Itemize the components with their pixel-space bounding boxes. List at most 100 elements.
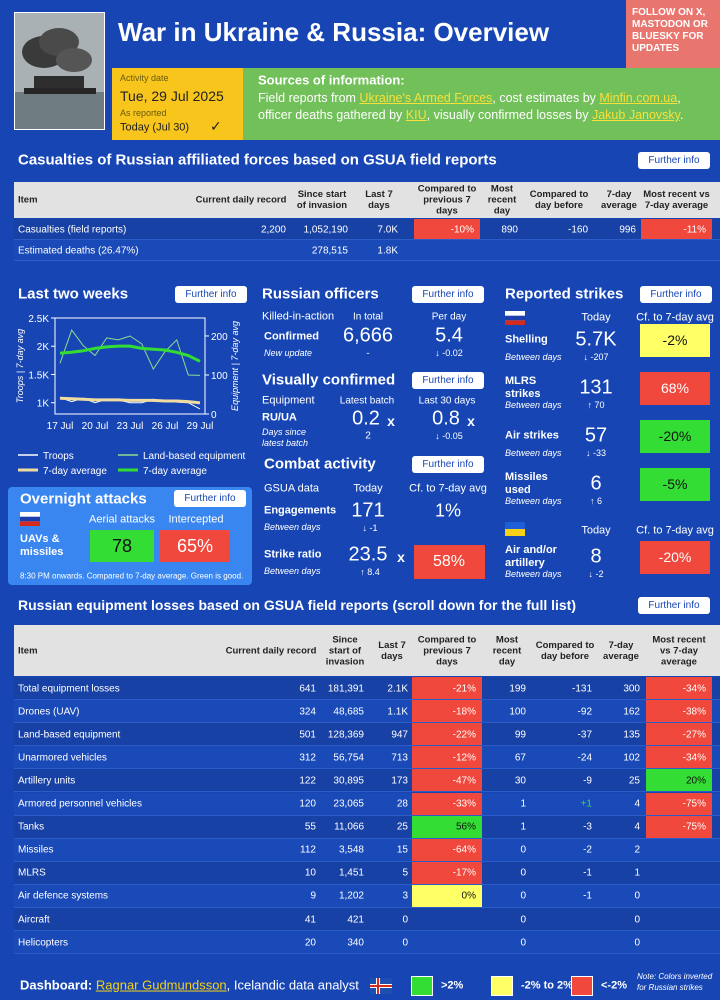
value: 23.5 [348, 543, 388, 566]
follow-banner[interactable]: FOLLOW ON X, MASTODON OR BLUESKY FOR UPD… [626, 0, 720, 72]
y-tick-label: 2K [37, 342, 50, 353]
further-info-button[interactable]: Further info [640, 286, 712, 303]
highlight-cell [646, 723, 712, 746]
cell: 173 [391, 775, 408, 787]
column-header: Compared to previous 7 days [417, 634, 477, 667]
cell: 641 [299, 683, 316, 695]
section-title: Reported strikes [505, 285, 624, 303]
column-header: Compared to previous 7 days [417, 183, 477, 217]
highlight-cell [640, 372, 710, 405]
cell: -92 [577, 706, 592, 718]
cell: 56,754 [333, 752, 364, 764]
cell: 48,685 [333, 706, 364, 718]
value: 2 [365, 430, 371, 442]
legend-swatch [491, 976, 513, 996]
series-line [59, 344, 201, 363]
russian-flag [20, 512, 40, 526]
cell: -9 [583, 775, 592, 787]
cell: 30,895 [333, 775, 364, 787]
column-header: Compared to day before [535, 639, 595, 662]
author-link[interactable]: Ragnar Gudmundsson [95, 977, 227, 993]
cell: -22% [452, 729, 476, 741]
further-info-button[interactable]: Further info [638, 152, 710, 169]
further-info-button[interactable]: Further info [638, 597, 710, 614]
column-label: Cf. to 7-day avg [409, 482, 487, 495]
value: 131 [579, 376, 613, 399]
highlight-cell [646, 815, 712, 838]
row-label: Unarmored vehicles [18, 752, 107, 764]
label: Confirmed [264, 330, 319, 343]
highlight-cell [646, 700, 712, 723]
cell: 1,202 [338, 890, 364, 902]
cell: 1 [520, 798, 526, 810]
row-label: MLRS strikes [505, 375, 541, 400]
row-label: Missiles [18, 844, 54, 856]
activity-label: Activity date [120, 72, 169, 83]
x-tick-label: 23 Jul [117, 421, 144, 432]
legend-label: Troops [43, 451, 74, 462]
source-link[interactable]: Jakub Janovsky [591, 108, 680, 122]
column-header: Last 7 days [365, 189, 393, 211]
cell: 312 [299, 752, 316, 764]
value: 0.2 [352, 407, 380, 430]
change: ↑ 70 [587, 399, 605, 410]
change: ↓ -2 [588, 568, 604, 579]
source-link[interactable]: Ukraine's Armed Forces [359, 91, 493, 105]
cell: -27% [682, 729, 706, 741]
cell: 713 [391, 752, 408, 764]
footer-label: Dashboard: [20, 977, 93, 993]
cell: -10% [450, 224, 474, 235]
highlight-cell [412, 746, 482, 769]
further-info-button[interactable]: Further info [175, 286, 247, 303]
plot-frame [54, 317, 206, 415]
source-text: , cost estimates by [492, 91, 600, 105]
row-label: Tanks [18, 821, 45, 833]
label: Equipment [262, 394, 315, 407]
cell: 501 [299, 729, 316, 741]
further-info-button[interactable]: Further info [412, 456, 484, 473]
cell: 0 [520, 914, 526, 926]
legend-label: >2% [441, 979, 464, 992]
cell: 1 [634, 867, 640, 879]
cell: -11% [683, 224, 706, 235]
series-line [59, 396, 201, 405]
x-tick-label: 17 Jul [47, 421, 74, 432]
cell: 300 [623, 683, 640, 695]
row-label: Total equipment losses [18, 683, 120, 695]
column-label: Today [353, 482, 383, 495]
row-label: Drones (UAV) [18, 706, 80, 718]
cell: 181,391 [327, 683, 364, 695]
y2-tick-label: 100 [211, 371, 228, 382]
table-row [14, 815, 720, 839]
row-sub: Between days [505, 495, 562, 506]
cell: 2 [634, 844, 640, 856]
section-title: Russian officers [262, 285, 379, 303]
source-link[interactable]: Minfin.com.ua [599, 91, 678, 105]
further-info-button[interactable]: Further info [174, 490, 246, 507]
further-info-button[interactable]: Further info [412, 286, 484, 303]
x-tick-label: 29 Jul [187, 421, 214, 432]
cell: 122 [299, 775, 316, 787]
cell: +1 [580, 798, 592, 810]
cell: 11,066 [334, 821, 364, 833]
column-label: Per day [431, 311, 467, 323]
unit: x [467, 412, 475, 429]
section-title: Combat activity [264, 455, 376, 473]
further-info-button[interactable]: Further info [412, 372, 484, 389]
reported-label: As reported [120, 107, 167, 118]
cell: -160 [567, 224, 588, 235]
table-row [14, 677, 720, 701]
cell: 324 [299, 706, 316, 718]
cell: 1.8K [377, 245, 398, 256]
table-row [14, 746, 720, 770]
cell: 100 [509, 706, 526, 718]
highlight-cell [640, 420, 710, 453]
highlight-cell [414, 219, 480, 239]
cell: 128,369 [327, 729, 364, 741]
table-row [14, 861, 720, 885]
cell: 7.0K [377, 224, 398, 235]
highlight-cell [646, 792, 712, 815]
source-link[interactable]: KIU [405, 108, 427, 122]
row-sub: Between days [505, 351, 562, 362]
